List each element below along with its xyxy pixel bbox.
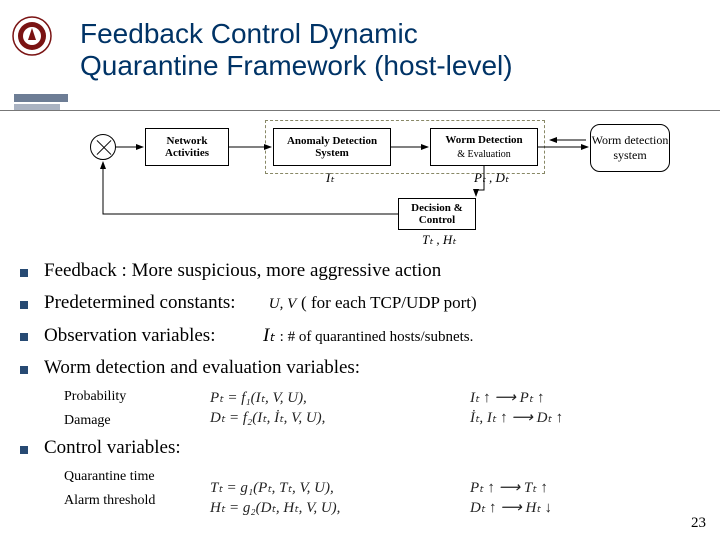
bullet-2: Predetermined constants: U, V ( for each… [20, 292, 700, 314]
bullet-2-left: Predetermined constants: [44, 292, 236, 313]
formula-Ht: Hₜ = g₂(Dₜ, Hₜ, V, U), [210, 498, 340, 517]
bullet-2-math: U, V [269, 296, 297, 312]
bullet-square-icon [20, 333, 28, 341]
bullet-4: Worm detection and evaluation variables: [20, 357, 700, 379]
bullet-2-right: ( for each TCP/UDP port) [301, 293, 477, 312]
bullet-4-text: Worm detection and evaluation variables: [44, 357, 700, 379]
rel-Pt: Iₜ ↑ ⟶ Pₜ ↑ [470, 388, 545, 407]
bullet-4-sub1: Probability [64, 389, 700, 405]
bullet-3: Observation variables: Iₜ : # of quarant… [20, 324, 700, 347]
flow-diagram: Network Activities Anomaly Detection Sys… [30, 120, 690, 250]
bullet-5: Control variables: [20, 437, 700, 459]
bullet-list: Feedback : More suspicious, more aggress… [20, 260, 700, 517]
bullet-5-sub2: Alarm threshold [64, 493, 700, 509]
diagram-arrows [30, 120, 690, 250]
bullet-5-sub1: Quarantine time [64, 469, 700, 485]
bullet-3-math: Iₜ [263, 325, 275, 346]
formula-Tt: Tₜ = g₁(Pₜ, Tₜ, V, U), [210, 478, 334, 497]
title-divider [0, 110, 720, 111]
bullet-3-right: : # of quarantined hosts/subnets. [280, 329, 474, 345]
rel-Tt: Pₜ ↑ ⟶ Tₜ ↑ [470, 478, 548, 497]
formula-Pt: Pₜ = f₁(Iₜ, V, U), [210, 388, 307, 407]
bullet-square-icon [20, 366, 28, 374]
title-line-2: Quarantine Framework (host-level) [80, 50, 513, 81]
bullet-3-left: Observation variables: [44, 325, 215, 346]
accent-bars [14, 94, 68, 110]
bullet-square-icon [20, 446, 28, 454]
slide-title: Feedback Control Dynamic Quarantine Fram… [80, 18, 680, 82]
rel-Dt: İₜ, Iₜ ↑ ⟶ Dₜ ↑ [470, 408, 563, 427]
bullet-1: Feedback : More suspicious, more aggress… [20, 260, 700, 282]
formula-Dt: Dₜ = f₂(Iₜ, İₜ, V, U), [210, 408, 325, 427]
bullet-square-icon [20, 301, 28, 309]
bullet-1-text: Feedback : More suspicious, more aggress… [44, 260, 700, 282]
rel-Ht: Dₜ ↑ ⟶ Hₜ ↓ [470, 498, 552, 517]
bullet-square-icon [20, 269, 28, 277]
bullet-4-sub2: Damage [64, 413, 700, 429]
title-line-1: Feedback Control Dynamic [80, 18, 418, 49]
seal-logo [12, 16, 52, 56]
bullet-5-text: Control variables: [44, 437, 700, 459]
page-number: 23 [691, 515, 706, 532]
